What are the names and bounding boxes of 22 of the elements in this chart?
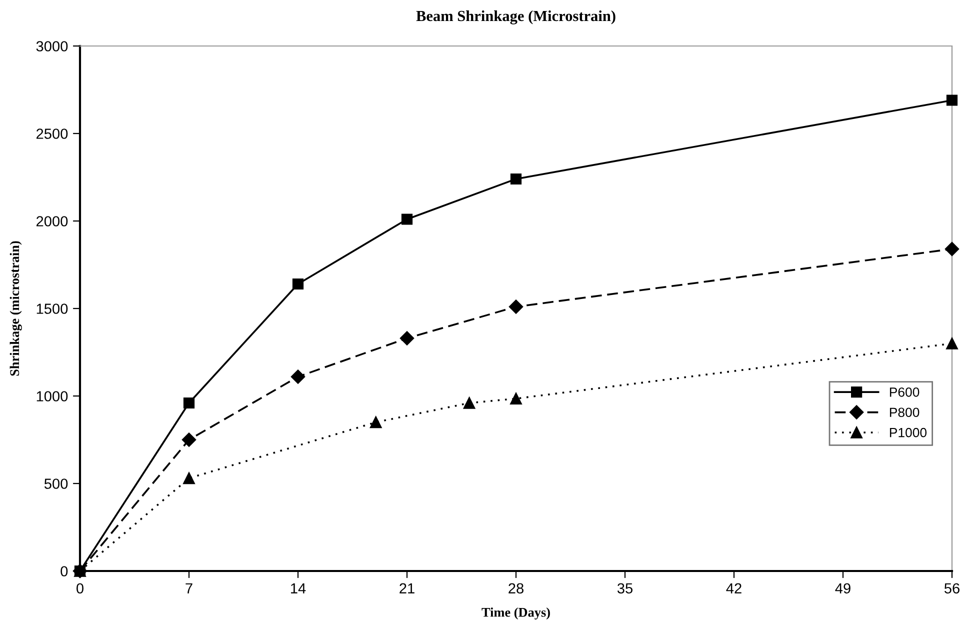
x-tick-label: 56 bbox=[944, 583, 960, 594]
x-tick-label: 49 bbox=[835, 583, 850, 594]
y-axis-title: Shrinkage (microstrain) bbox=[10, 241, 22, 376]
legend-label: P1000 bbox=[890, 428, 927, 438]
legend-label: P600 bbox=[890, 387, 920, 397]
y-tick-label: 1500 bbox=[36, 304, 68, 314]
y-tick-label: 2000 bbox=[36, 216, 68, 226]
y-tick-label: 0 bbox=[60, 566, 68, 576]
x-axis-title: Time (Days) bbox=[482, 608, 550, 620]
x-tick-label: 28 bbox=[508, 583, 524, 594]
x-tick-label: 35 bbox=[617, 583, 632, 594]
x-tick-label: 42 bbox=[726, 583, 742, 594]
x-tick-label: 21 bbox=[400, 583, 414, 594]
y-tick-label: 2500 bbox=[36, 128, 68, 139]
y-tick-label: 1000 bbox=[36, 391, 68, 402]
x-tick-label: 7 bbox=[186, 583, 192, 594]
legend-label: P800 bbox=[890, 408, 920, 418]
y-tick-label: 3000 bbox=[36, 41, 68, 52]
x-tick-label: 14 bbox=[291, 583, 306, 594]
chart-title: Beam Shrinkage (Microstrain) bbox=[416, 10, 616, 24]
y-tick-label: 500 bbox=[44, 478, 68, 489]
x-tick-label: 0 bbox=[76, 583, 84, 594]
